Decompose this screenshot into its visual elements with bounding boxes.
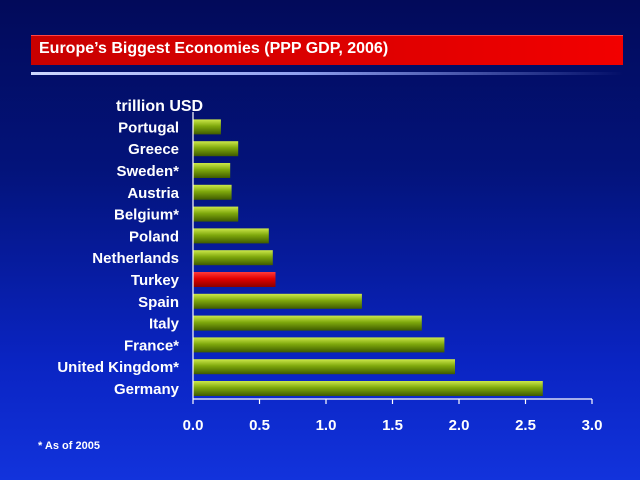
unit-label: trillion USD <box>116 98 203 115</box>
bar-netherlands <box>193 250 273 266</box>
title-underline <box>31 72 623 75</box>
bar-spain <box>193 293 362 309</box>
x-tick-label: 1.5 <box>382 417 403 434</box>
category-label-netherlands: Netherlands <box>92 250 179 267</box>
bar-belgium <box>193 206 239 222</box>
bar-italy <box>193 315 422 331</box>
category-label-poland: Poland <box>129 228 179 245</box>
bar-austria <box>193 184 232 200</box>
bar-germany <box>193 381 543 396</box>
category-label-austria: Austria <box>127 185 179 202</box>
category-label-italy: Italy <box>149 316 180 333</box>
category-label-france: France* <box>124 337 179 354</box>
category-label-germany: Germany <box>114 381 180 398</box>
bar-sweden <box>193 163 231 178</box>
x-tick-label: 3.0 <box>582 417 603 434</box>
chart-title: Europe’s Biggest Economies (PPP GDP, 200… <box>39 40 389 57</box>
category-label-turkey: Turkey <box>131 272 180 289</box>
bar-poland <box>193 228 269 244</box>
x-tick-label: 2.5 <box>515 417 536 434</box>
bar-turkey <box>193 272 276 287</box>
category-label-portugal: Portugal <box>118 119 179 136</box>
category-label-sweden: Sweden* <box>116 163 179 180</box>
category-label-belgium: Belgium* <box>114 207 179 224</box>
x-tick-label: 2.0 <box>449 417 470 434</box>
footnote: * As of 2005 <box>38 440 100 452</box>
category-label-greece: Greece <box>128 141 179 158</box>
bar-portugal <box>193 119 221 135</box>
bar-france <box>193 337 445 353</box>
x-tick-label: 0.0 <box>183 417 204 434</box>
bar-united-kingdom <box>193 359 455 375</box>
bar-greece <box>193 141 239 157</box>
title-bar: Europe’s Biggest Economies (PPP GDP, 200… <box>31 35 623 65</box>
x-tick-label: 1.0 <box>316 417 337 434</box>
x-tick-label: 0.5 <box>249 417 270 434</box>
category-label-spain: Spain <box>138 294 179 311</box>
category-label-united-kingdom: United Kingdom* <box>57 359 179 376</box>
